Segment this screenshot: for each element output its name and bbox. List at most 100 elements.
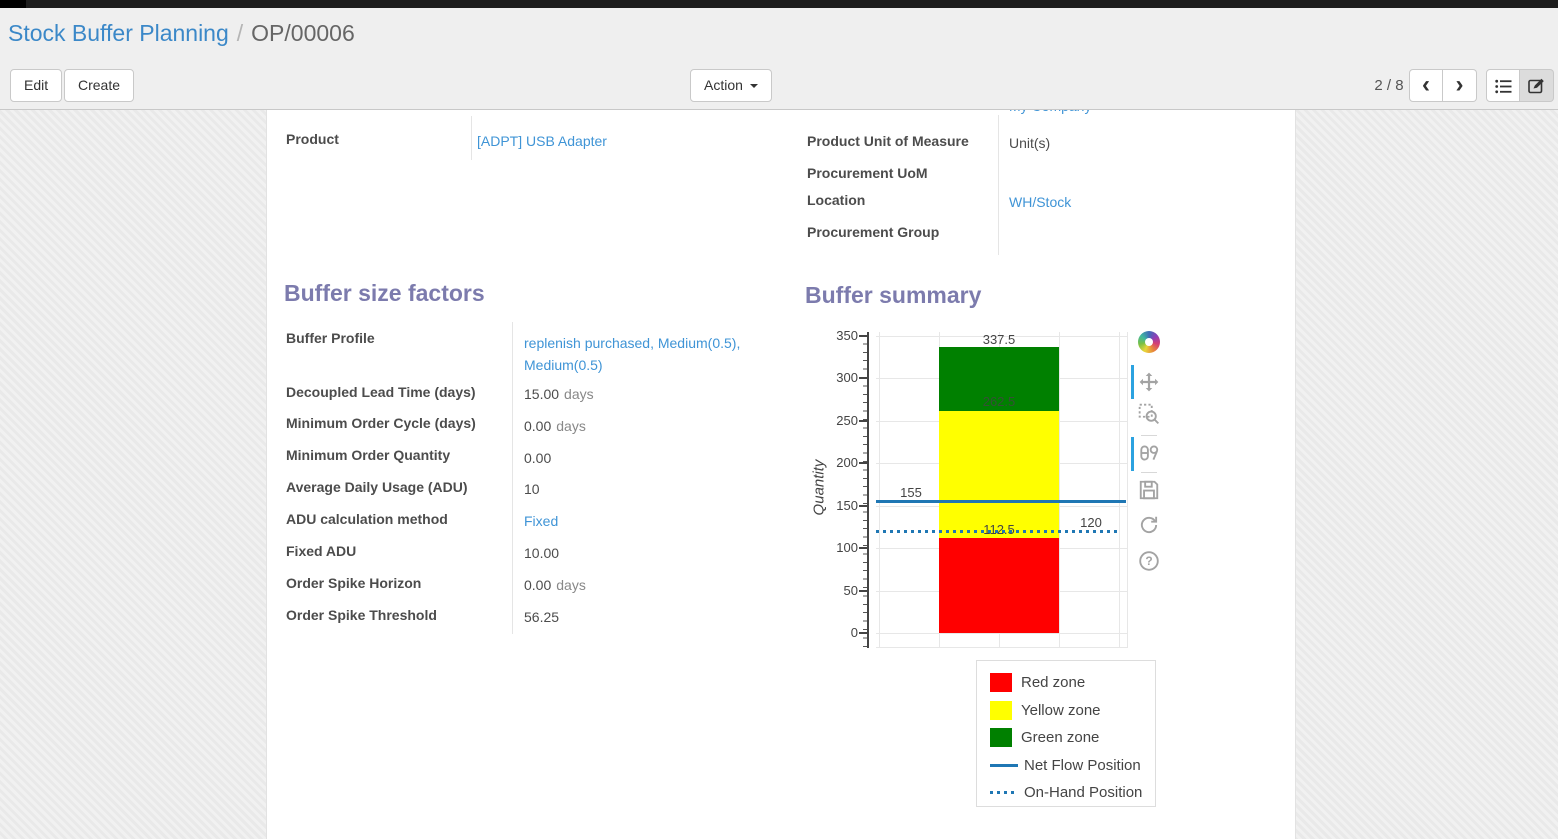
legend-item-net-flow-position[interactable]: Net Flow Position xyxy=(990,752,1155,780)
y-tick-250: 250 xyxy=(836,413,858,428)
list-view-icon xyxy=(1494,79,1511,94)
legend-item-green-zone[interactable]: Green zone xyxy=(990,724,1155,752)
legend-label: Red zone xyxy=(1021,674,1086,692)
y-major-tick xyxy=(859,547,867,549)
adu-method-label: ADU calculation method xyxy=(286,511,448,527)
breadcrumb: Stock Buffer Planning / OP/00006 xyxy=(8,20,355,47)
product-label: Product xyxy=(286,131,339,147)
zoom-tool-button[interactable] xyxy=(1138,403,1160,425)
legend-item-yellow-zone[interactable]: Yellow zone xyxy=(990,697,1155,725)
y-major-tick xyxy=(859,377,867,379)
action-dropdown-button[interactable]: Action xyxy=(690,69,772,102)
view-switcher-list-button[interactable] xyxy=(1486,69,1520,102)
location-value-link[interactable]: WH/Stock xyxy=(1009,194,1072,210)
location-label: Location xyxy=(807,192,866,208)
breadcrumb-parent-link[interactable]: Stock Buffer Planning xyxy=(8,20,229,46)
breadcrumb-current: OP/00006 xyxy=(251,20,355,46)
fixed-adu-label: Fixed ADU xyxy=(286,543,357,559)
decoupled-lead-time-value: 15.00 days xyxy=(524,386,594,402)
y-major-tick xyxy=(859,335,867,337)
legend-label: Net Flow Position xyxy=(1024,756,1141,774)
pan-icon xyxy=(1139,372,1159,392)
product-value-link[interactable]: [ADPT] USB Adapter xyxy=(477,133,607,149)
value-unit: days xyxy=(564,386,594,402)
legend-label: On-Hand Position xyxy=(1024,784,1143,802)
decoupled-lead-time-label: Decoupled Lead Time (days) xyxy=(286,384,476,400)
net-flow-position-line[interactable] xyxy=(876,500,1126,503)
y-tick-150: 150 xyxy=(836,498,858,513)
on-hand-position-line[interactable] xyxy=(876,530,1120,533)
y-major-tick xyxy=(859,462,867,464)
download-plot-button[interactable] xyxy=(1138,479,1160,501)
legend-item-on-hand-position[interactable]: On-Hand Position xyxy=(990,779,1155,807)
view-switcher-form-button[interactable] xyxy=(1520,69,1554,102)
pager-previous-button[interactable]: ‹ xyxy=(1409,69,1443,102)
y-major-tick xyxy=(859,632,867,634)
chart-legend: Red zone Yellow zone Green zone Net Flow… xyxy=(976,660,1156,807)
y-axis-line xyxy=(867,332,869,648)
minimum-order-cycle-value: 0.00 days xyxy=(524,418,586,434)
adu-value: 10 xyxy=(524,481,540,497)
green-swatch xyxy=(990,728,1012,748)
pan-tool-button[interactable] xyxy=(1138,371,1160,393)
plotly-logo-icon[interactable] xyxy=(1138,331,1160,353)
y-major-tick xyxy=(859,590,867,592)
value-number: 0.00 xyxy=(524,577,552,593)
field-separator xyxy=(512,322,513,634)
company-field-fragment: My Company xyxy=(1009,110,1091,114)
save-floppy-icon xyxy=(1139,480,1159,500)
question-mark-glyph: ? xyxy=(1145,554,1153,568)
adu-label: Average Daily Usage (ADU) xyxy=(286,479,468,495)
dotted-line-swatch xyxy=(990,791,1018,795)
field-separator xyxy=(998,115,999,255)
y-tick-300: 300 xyxy=(836,370,858,385)
legend-item-red-zone[interactable]: Red zone xyxy=(990,669,1155,697)
procurement-group-label: Procurement Group xyxy=(807,224,940,240)
control-panel: Stock Buffer Planning / OP/00006 Edit Crea… xyxy=(0,8,1558,110)
adu-method-value-link[interactable]: Fixed xyxy=(524,513,559,529)
y-tick-200: 200 xyxy=(836,455,858,470)
action-label: Action xyxy=(704,77,743,93)
edit-button[interactable]: Edit xyxy=(10,69,63,102)
buffer-size-factors-title: Buffer size factors xyxy=(284,280,485,306)
yellow-swatch xyxy=(990,700,1012,720)
on-hand-position-value-label: 120 xyxy=(1080,515,1102,530)
order-spike-threshold-label: Order Spike Threshold xyxy=(286,607,437,623)
y-tick-100: 100 xyxy=(836,540,858,555)
procurement-uom-label: Procurement UoM xyxy=(807,165,928,181)
create-button[interactable]: Create xyxy=(64,69,135,102)
field-separator xyxy=(471,116,472,160)
pager-next-button[interactable]: › xyxy=(1443,69,1477,102)
legend-label: Green zone xyxy=(1021,729,1100,747)
help-circle-icon xyxy=(1139,551,1159,571)
modebar-blue-indicator xyxy=(1131,365,1134,399)
plot-area[interactable]: 337.5 262.5 112.5 155 120 xyxy=(876,332,1128,648)
buffer-summary-chart[interactable]: Quantity 350 300 250 200 150 100 50 0 xyxy=(811,325,1171,670)
y-tick-50: 50 xyxy=(843,583,858,598)
red-zone-bar[interactable] xyxy=(939,538,1059,633)
order-spike-horizon-label: Order Spike Horizon xyxy=(286,575,422,591)
value-number: 0.00 xyxy=(524,418,552,434)
y-tick-350: 350 xyxy=(836,328,858,343)
reset-refresh-icon xyxy=(1140,516,1158,534)
net-flow-position-value-label: 155 xyxy=(900,485,922,500)
buffer-profile-value-link[interactable]: replenish purchased, Medium(0.5), Medium… xyxy=(524,335,741,373)
green-top-value-label: 337.5 xyxy=(982,332,1016,347)
chevron-right-icon: › xyxy=(1455,71,1464,98)
minimum-order-quantity-label: Minimum Order Quantity xyxy=(286,447,451,463)
apps-menu-fragment xyxy=(0,0,26,8)
reset-axes-button[interactable] xyxy=(1138,514,1160,536)
breadcrumb-separator: / xyxy=(236,20,244,46)
gridline xyxy=(876,633,1128,634)
fixed-adu-value: 10.00 xyxy=(524,545,560,561)
caret-down-icon xyxy=(749,84,758,89)
help-button[interactable]: ? xyxy=(1138,550,1160,572)
modebar-blue-indicator xyxy=(1131,437,1134,471)
green-zone-bar[interactable] xyxy=(939,347,1059,411)
legend-label: Yellow zone xyxy=(1021,701,1101,719)
yellow-zone-bar[interactable] xyxy=(939,411,1059,538)
yellow-top-value-label: 262.5 xyxy=(982,394,1016,409)
compare-hover-button[interactable] xyxy=(1138,442,1160,464)
pager-counter: 2 / 8 xyxy=(1374,77,1404,94)
